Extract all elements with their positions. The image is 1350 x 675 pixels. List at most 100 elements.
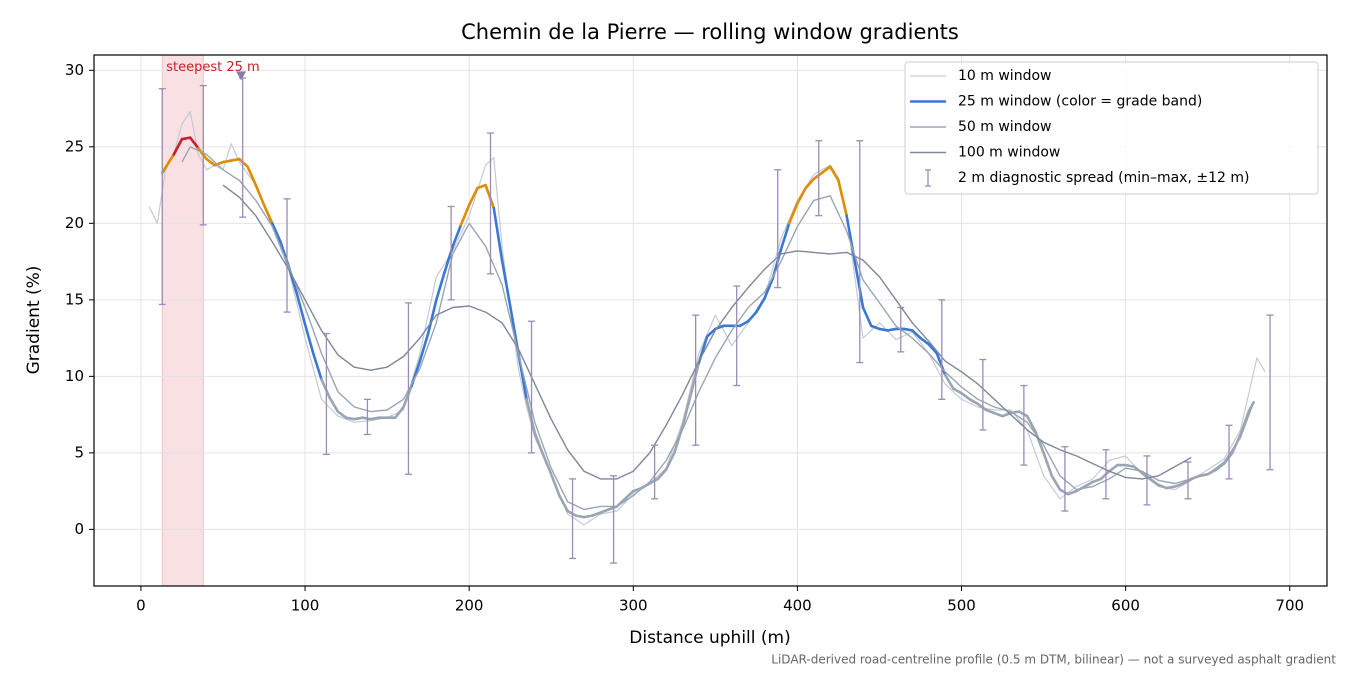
legend-label: 2 m diagnostic spread (min–max, ±12 m) [958,170,1249,186]
error-bar [692,314,700,446]
x-tick-label: 200 [455,597,484,615]
y-tick-label: 15 [65,290,84,308]
line-segment [927,342,939,355]
line-segment [787,202,799,225]
line-segment [1058,488,1070,496]
line-segment [590,511,602,517]
y-axis-label: Gradient (%) [24,266,44,375]
line-segment [1157,483,1168,490]
line-segment [960,391,972,401]
line-segment [533,431,545,456]
line-segment [828,165,840,182]
error-bar [1225,424,1233,480]
error-bar [938,299,946,400]
line-segment [549,472,561,498]
x-tick-label: 500 [947,597,976,615]
line-segment [221,159,233,164]
line-segment [853,260,865,309]
line-segment [1107,463,1119,473]
line-segment [172,137,184,156]
line-segment [311,352,323,381]
legend-label: 10 m window [958,68,1051,84]
line-segment [188,136,200,150]
line-segment [270,222,282,243]
line-segment [976,402,988,412]
annotation-text: steepest 25 m [166,60,259,75]
line-segment [213,160,225,167]
error-bar [1143,455,1151,506]
line-segment [1148,477,1160,487]
line-segment [689,361,701,397]
line-segment [943,373,955,390]
line-segment [837,179,848,217]
line-segment [582,514,594,519]
x-tick-label: 700 [1275,597,1304,615]
x-tick-label: 0 [136,597,146,615]
chart-title: Chemin de la Pierre — rolling window gra… [461,20,959,44]
error-bar [1266,314,1274,471]
line-segment [631,486,643,493]
error-bar [569,478,577,560]
line-segment [1165,485,1177,490]
error-bar [897,306,905,353]
line-segment [1083,480,1095,488]
error-bar [283,198,291,313]
y-tick-label: 30 [65,61,84,79]
line-segment [320,378,331,400]
x-tick-label: 600 [1111,597,1140,615]
line-segment [1091,477,1103,484]
error-bar [610,475,618,564]
line-segment [779,222,791,251]
line-segment [623,489,635,501]
y-tick-label: 20 [65,214,84,232]
line-segment [352,416,364,421]
legend-label: 50 m window [958,119,1051,135]
legend-box [904,61,1319,195]
line-segment [205,157,217,167]
line-segment [804,177,816,190]
series-line [222,184,1192,480]
line-segment [246,165,258,187]
line-segment [303,323,315,355]
y-tick-label: 0 [74,520,84,538]
error-bar [1061,446,1069,512]
line-segment [418,332,430,363]
legend-label: 25 m window (color = grade band) [958,94,1202,110]
line-segment [796,186,807,205]
line-segment [180,136,192,141]
error-bar [1184,461,1192,500]
error-bar [447,205,455,301]
highlight-span [161,54,204,587]
line-segment [229,157,241,162]
line-segment [878,327,889,332]
line-segment [820,165,832,175]
error-bar [487,132,495,275]
line-segment [467,186,479,207]
y-tick-label: 10 [65,367,84,385]
plot-area [148,77,1274,564]
error-bar [158,88,166,306]
line-segment [492,206,504,262]
line-segment [328,396,340,413]
line-segment [993,411,1004,418]
series-line [181,146,1255,511]
error-bar [528,320,536,454]
line-segment [369,416,381,421]
line-segment [451,223,463,248]
line-segment [484,183,496,210]
line-segment [746,310,758,323]
line-segment [295,292,307,326]
line-segment [656,468,668,481]
error-bar [404,302,412,475]
line-segment [902,327,914,332]
line-segment [1132,465,1144,475]
x-tick-label: 300 [619,597,648,615]
line-segment [1124,463,1136,468]
error-bar [856,140,864,364]
error-bar [733,285,741,387]
line-segment [886,327,898,332]
error-bar [1020,384,1028,466]
line-segment [869,324,881,331]
line-segment [705,327,717,338]
